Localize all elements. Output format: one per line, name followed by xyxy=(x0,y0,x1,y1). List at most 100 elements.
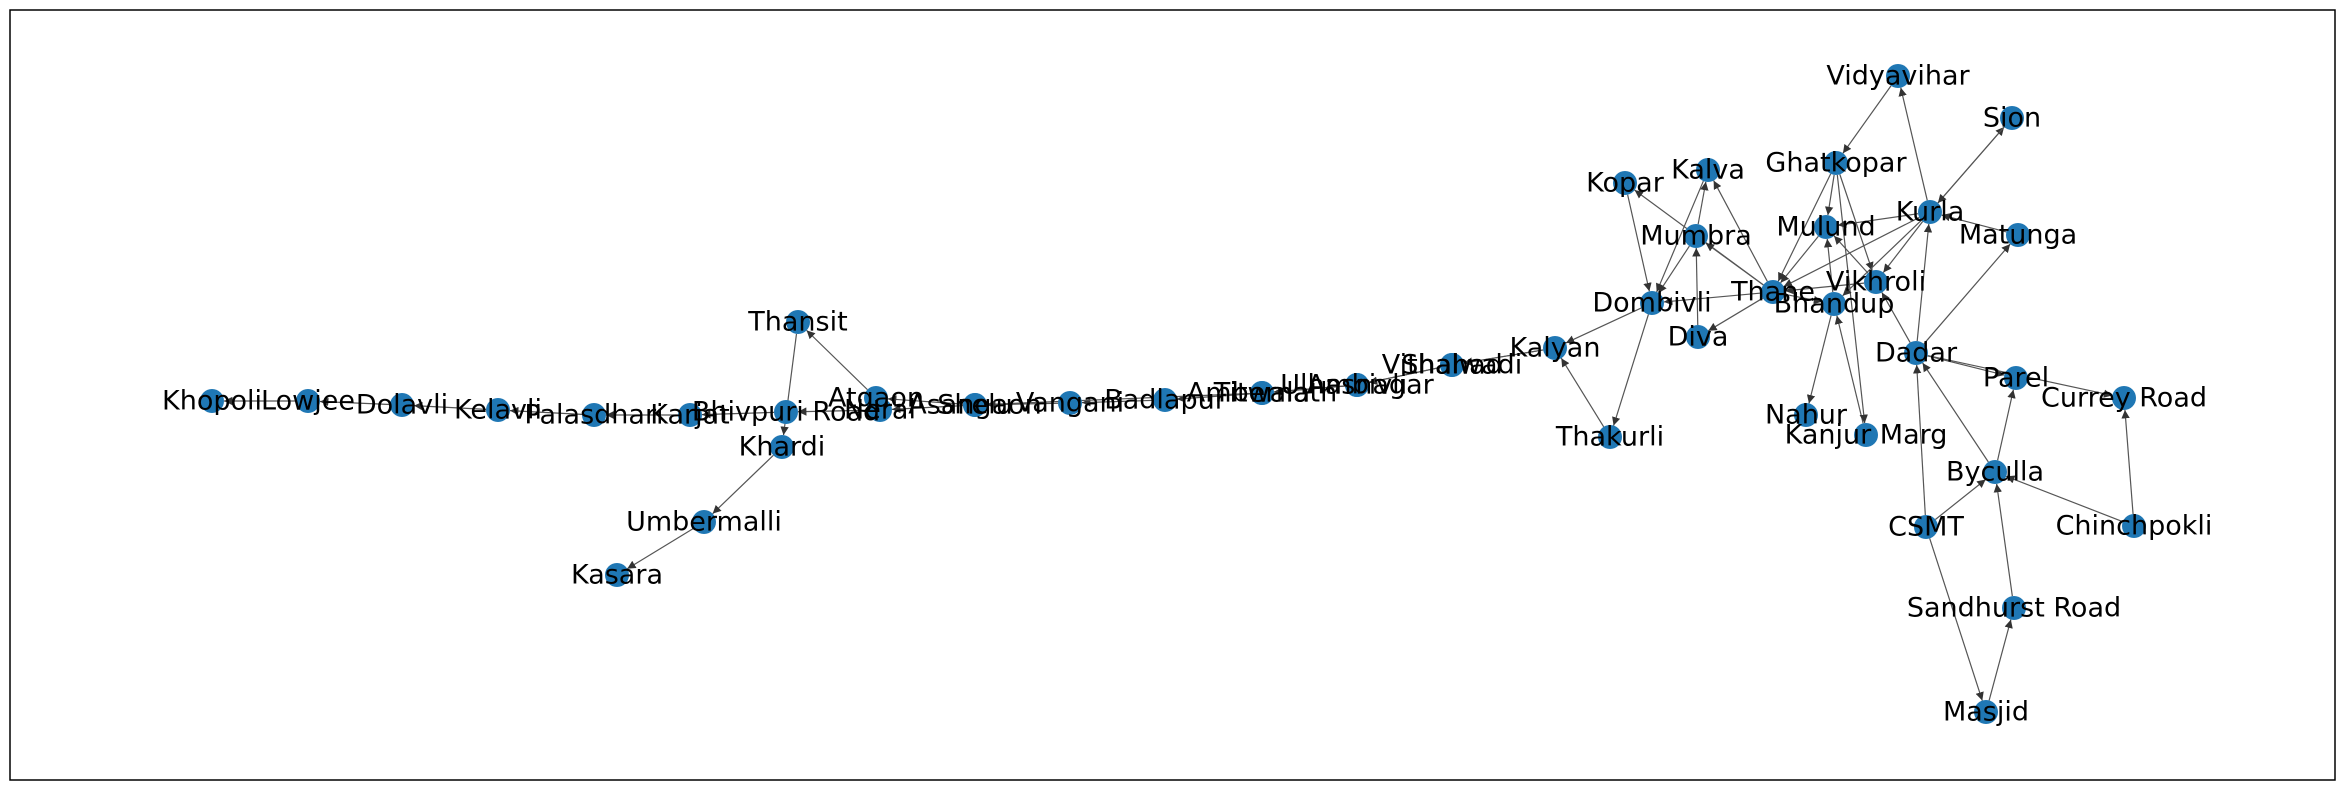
node-label-vidyavihar: Vidyavihar xyxy=(1826,61,1970,92)
node-label-bhandup: Bhandup xyxy=(1774,289,1895,320)
node-label-khardi: Khardi xyxy=(739,432,826,463)
node-label-matunga: Matunga xyxy=(1959,220,2077,251)
edge-byculla-to-dadar xyxy=(1922,362,1989,463)
node-label-sion: Sion xyxy=(1983,103,2041,134)
node-badlapur xyxy=(1153,388,1177,412)
edge-palasdhari-to-kelavli xyxy=(509,406,583,416)
node-vikhroli xyxy=(1864,270,1888,294)
node-vangani xyxy=(1058,391,1082,415)
edge-masjid-to-sandhurst-road xyxy=(1988,619,2013,701)
node-kopar xyxy=(1613,171,1637,195)
node-byculla xyxy=(1983,460,2007,484)
node-label-kanjur-marg: Kanjur Marg xyxy=(1785,420,1948,451)
edge-dolavli-to-lowjee xyxy=(319,397,391,407)
node-csmt xyxy=(1914,515,1938,539)
edge-neral-to-bhivpuri-road xyxy=(797,407,869,416)
edge-kurla-to-vidyavihar xyxy=(1898,87,1928,201)
node-label-lowjee: Lowjee xyxy=(261,386,355,417)
node-label-khopoli: Khopoli xyxy=(162,386,262,417)
edge-dadar-to-parel xyxy=(1927,355,2005,378)
node-label-umbermalli: Umbermalli xyxy=(626,507,782,538)
node-kasara xyxy=(605,563,629,587)
edge-thane-to-bhandup xyxy=(1784,293,1823,305)
node-label-dolavli: Dolavli xyxy=(356,390,448,421)
edge-kurla-to-thane xyxy=(1783,216,1920,288)
node-label-ambernath: Ambernath xyxy=(1187,378,1338,409)
edge-kurla-to-mulund xyxy=(1837,213,1919,229)
edge-chinchpokli-to-byculla xyxy=(2005,475,2124,523)
node-label-csmt: CSMT xyxy=(1888,512,1964,543)
edge-bhivpuri-road-to-karjat xyxy=(701,410,775,419)
node-label-mumbra: Mumbra xyxy=(1640,221,1752,252)
node-mulund xyxy=(1814,215,1838,239)
node-label-kopar: Kopar xyxy=(1586,168,1665,199)
node-label-vikhroli: Vikhroli xyxy=(1826,267,1926,298)
node-label-byculla: Byculla xyxy=(1946,457,2044,488)
node-ghatkopar xyxy=(1824,151,1848,175)
edge-bhandup-to-mulund xyxy=(1823,238,1834,293)
node-label-thansit: Thansit xyxy=(747,307,847,338)
edge-mulund-to-thane xyxy=(1780,235,1819,284)
node-label-ghatkopar: Ghatkopar xyxy=(1765,148,1907,179)
edge-asangaon-to-atgaon xyxy=(887,395,964,405)
node-khardi xyxy=(770,435,794,459)
node-dombivli xyxy=(1640,291,1664,315)
edge-khardi-to-umbermalli xyxy=(712,454,774,515)
node-label-kasara: Kasara xyxy=(571,560,663,591)
node-label-vithalwadi: Vithalwadi xyxy=(1382,350,1522,381)
node-label-palasdhari: Palasdhari xyxy=(524,400,663,431)
node-asangaon xyxy=(963,393,987,417)
edge-thane-to-kalva xyxy=(1713,180,1768,282)
labels-layer: Khopoli Lowjee Dolavli KelavliPalasdhariKar… xyxy=(162,61,2212,728)
edge-byculla-to-parel xyxy=(1997,389,2016,461)
edge-dombivli-to-kalyan xyxy=(1565,307,1642,344)
node-vidyavihar xyxy=(1886,64,1910,88)
node-label-ambivli: Ambivli xyxy=(1307,370,1407,401)
edge-bhandup-to-nahur xyxy=(1806,315,1832,404)
node-thane xyxy=(1761,280,1785,304)
node-shahad xyxy=(1440,353,1464,377)
edge-chinchpokli-to-currey-road xyxy=(2121,409,2134,515)
node-label-kelavli: Kelavli xyxy=(454,395,542,426)
edge-vidyavihar-to-ghatkopar xyxy=(1842,85,1892,154)
edge-atgaon-to-thansit xyxy=(806,329,868,391)
node-label-ulhasnagar: Ulhasnagar xyxy=(1280,370,1434,401)
node-label-shahad: Shahad xyxy=(1401,350,1503,381)
edge-kanjur-marg-to-bhandup xyxy=(1834,315,1864,424)
node-label-thane: Thane xyxy=(1730,277,1815,308)
edge-kopar-to-dombivli xyxy=(1627,194,1652,292)
edge-kelavli-to-dolavli xyxy=(413,401,487,411)
edge-sandhurst-road-to-byculla xyxy=(1993,483,2013,597)
node-label-mulund: Mulund xyxy=(1776,212,1875,243)
node-kelavli xyxy=(486,398,510,422)
node-sandhurst-road xyxy=(2002,596,2026,620)
edge-shelu-to-neral xyxy=(891,404,964,414)
node-label-thakurli: Thakurli xyxy=(1555,422,1664,453)
node-label-neral: Neral xyxy=(844,395,916,426)
edge-vikhroli-to-mulund xyxy=(1833,235,1869,274)
edge-kalyan-to-shahad xyxy=(1463,349,1544,366)
node-label-bhivpuri-road: Bhivpuri Road xyxy=(692,397,880,428)
edge-dombivli-to-thakurli xyxy=(1612,314,1649,426)
node-kalyan xyxy=(1543,336,1567,360)
node-kurla xyxy=(1918,200,1942,224)
node-matunga xyxy=(2006,223,2030,247)
node-chinchpokli xyxy=(2122,514,2146,538)
edge-dadar-to-matunga xyxy=(1923,243,2011,345)
edge-diva-to-mumbra xyxy=(1692,247,1701,326)
edge-ambivli-to-titwala xyxy=(1273,385,1346,396)
edge-sion-to-kurla xyxy=(1937,126,2005,204)
node-thakurli xyxy=(1598,425,1622,449)
node-label-dombivli: Dombivli xyxy=(1592,288,1711,319)
edge-kurla-to-bhandup xyxy=(1842,219,1922,297)
edge-dadar-to-kurla xyxy=(1916,223,1933,342)
node-karjat xyxy=(678,403,702,427)
node-ambivli xyxy=(1345,373,1369,397)
node-diva xyxy=(1686,325,1710,349)
node-mumbra xyxy=(1684,224,1708,248)
edge-thane-to-diva xyxy=(1707,297,1764,332)
edge-badlapur-to-vangani xyxy=(1081,398,1154,407)
node-label-vangani: Vangani xyxy=(1016,388,1124,419)
node-label-masjid: Masjid xyxy=(1943,697,2029,728)
